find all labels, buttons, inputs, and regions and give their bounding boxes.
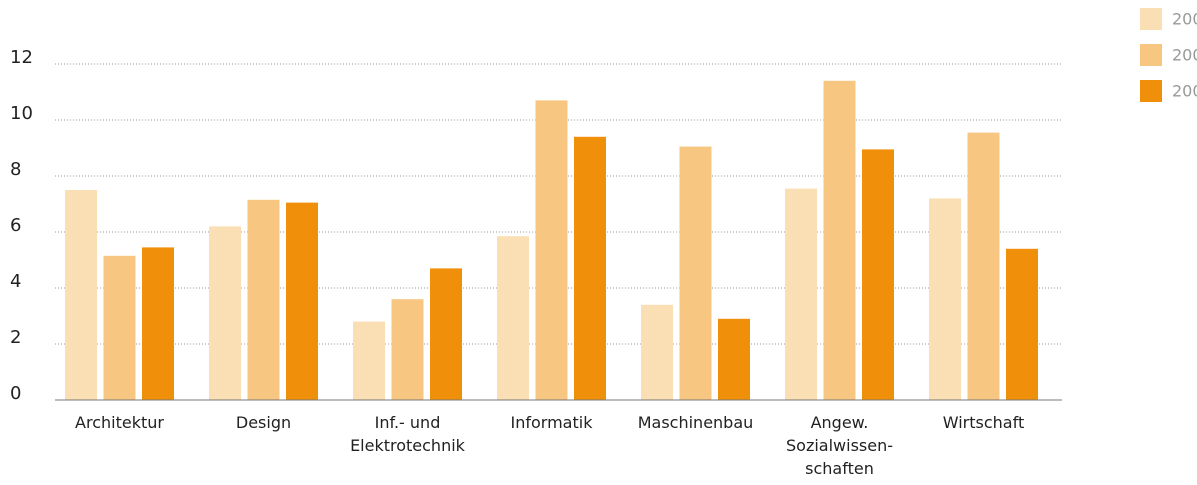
y-tick-label: 6	[10, 215, 21, 236]
bar	[430, 268, 462, 400]
y-tick-label: 2	[10, 327, 21, 348]
legend-label: 2006	[1172, 10, 1197, 29]
y-tick-label: 0	[10, 383, 21, 404]
bar	[391, 299, 424, 400]
bar	[286, 202, 318, 400]
x-tick-label: Maschinenbau	[637, 413, 754, 432]
bar	[862, 149, 894, 400]
bar	[535, 100, 568, 401]
y-tick-label: 10	[10, 103, 33, 124]
bar	[247, 199, 280, 400]
y-tick-label: 8	[10, 159, 21, 180]
bar	[929, 198, 961, 400]
bar	[574, 136, 606, 401]
bar	[65, 190, 97, 400]
bar	[103, 255, 136, 400]
legend-swatch	[1140, 44, 1162, 66]
bar	[209, 226, 241, 400]
x-tick-label: Wirtschaft	[942, 413, 1025, 432]
bar	[1006, 248, 1038, 400]
legend-swatch	[1140, 80, 1162, 102]
bar	[497, 236, 529, 400]
bar	[823, 80, 856, 401]
legend-swatch	[1140, 8, 1162, 30]
legend-label: 2007	[1172, 46, 1197, 65]
x-tick-label: Design	[235, 413, 292, 432]
bar	[679, 146, 712, 400]
x-tick-label: Angew. Sozialwissen- schaften	[786, 413, 893, 478]
y-tick-label: 4	[10, 271, 21, 292]
x-tick-label: Inf.- und Elektrotechnik	[350, 413, 465, 455]
bar	[142, 247, 174, 400]
x-tick-label: Architektur	[75, 413, 164, 432]
bar	[967, 132, 1000, 400]
y-tick-label: 12	[10, 47, 33, 68]
legend-label: 2008	[1172, 82, 1197, 101]
bar	[785, 188, 817, 400]
bar	[353, 321, 385, 400]
x-tick-label: Informatik	[510, 413, 593, 432]
bar	[718, 318, 750, 400]
bar	[641, 304, 673, 400]
